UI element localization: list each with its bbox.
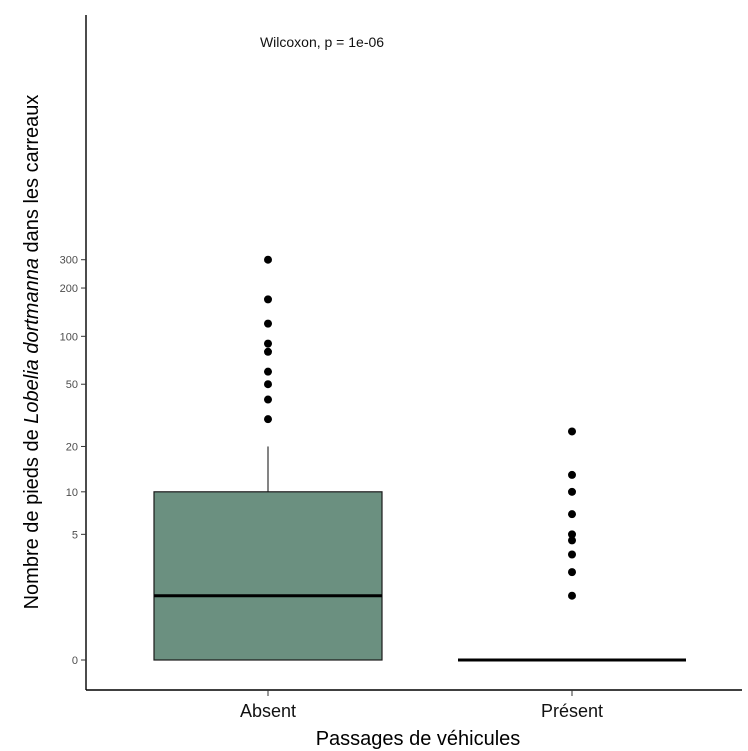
y-tick-label: 300 [60,255,78,267]
box-absent [153,491,383,661]
y-axis-title-part-3: dans les carreaux [21,95,43,258]
y-axis-title-part-1: Nombre de pieds de [21,424,43,610]
outlier-point [264,415,272,424]
x-tick-label: Présent [541,701,603,721]
outlier-point [568,530,576,539]
outlier-point [264,319,272,328]
outlier-point [568,470,576,479]
outlier-point [568,427,576,436]
y-tick-label: 10 [66,487,78,499]
outlier-point [264,339,272,348]
x-tick-label: Absent [240,701,296,721]
outlier-point [264,367,272,376]
y-axis-ticks: 0 5 10 20 50 100 200 300 [60,255,86,667]
outlier-point [568,536,576,545]
outlier-point [264,380,272,389]
wilcoxon-annotation: Wilcoxon, p = 1e-06 [260,34,384,50]
outlier-point [264,395,272,404]
x-axis-ticks: Absent Présent [240,690,603,721]
boxes-layer [153,446,686,662]
outlier-point [568,487,576,496]
x-axis-title: Passages de véhicules [316,728,521,750]
y-tick-label: 100 [60,331,78,343]
y-axis-title-species: Lobelia dortmanna [21,258,43,424]
outlier-point [264,347,272,356]
y-tick-label: 200 [60,283,78,295]
y-tick-label: 0 [72,655,78,667]
y-tick-label: 50 [66,379,78,391]
outlier-point [568,591,576,600]
y-tick-label: 20 [66,441,78,453]
y-axis-title: Nombre de pieds de Lobelia dortmanna dan… [21,95,43,610]
outlier-point [568,550,576,559]
outlier-point [568,510,576,519]
y-tick-label: 5 [72,529,78,541]
outlier-point [264,255,272,264]
outlier-point [264,295,272,304]
outlier-point [568,568,576,577]
outliers-layer [264,255,576,600]
